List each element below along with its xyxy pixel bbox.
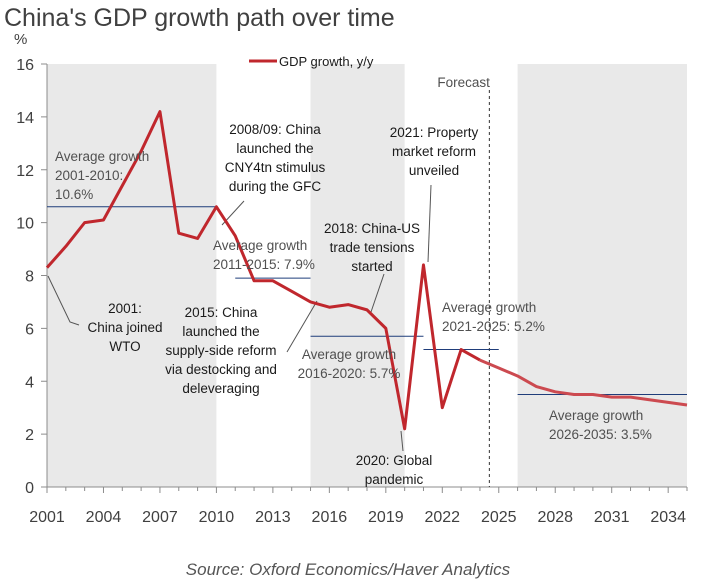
annotation-4: 2018: China-US trade tensions started [324, 221, 420, 274]
x-tick-label: 2025 [481, 509, 517, 526]
annotation-line: during the GFC [229, 179, 322, 194]
y-tick-label: 16 [16, 57, 34, 74]
annotation-line: launched the [182, 324, 259, 339]
x-tick-label: 2022 [424, 509, 460, 526]
annotation-line: pandemic [365, 472, 424, 487]
y-tick-label: 0 [25, 480, 34, 497]
annotation-line: Average growth [302, 347, 396, 362]
annotation-line: CNY4tn stimulus [225, 160, 326, 175]
annotation-line: 2018: China-US [324, 221, 420, 236]
annotation-2: 2008/09: China launched the CNY4tn stimulu… [225, 122, 326, 194]
source-note: Source: Oxford Economics/Haver Analytics [186, 560, 511, 579]
forecast-marker: Forecast [437, 75, 490, 487]
annotation-line: via destocking and [165, 362, 277, 377]
x-tick-label: 2028 [537, 509, 573, 526]
annotation-line: 2016-2020: 5.7% [298, 366, 401, 381]
annotation-line: 2011-2015: 7.9% [213, 257, 315, 272]
annotation-3: Average growth 2011-2015: 7.9% [213, 238, 315, 272]
x-tick-label: 2010 [199, 509, 235, 526]
annotation-line: Average growth [213, 238, 307, 253]
x-tick-label: 2034 [650, 509, 686, 526]
shaded-periods [47, 64, 687, 487]
series [45, 110, 688, 431]
x-tick-label: 2019 [368, 509, 404, 526]
annotation-line: 2026-2035: 3.5% [549, 427, 652, 442]
annotation-1: Average growth 2001-2010: 10.6% [55, 149, 149, 202]
x-tick-label: 2013 [255, 509, 291, 526]
annotation-line: market reform [392, 144, 476, 159]
annotation-line: 2001: [108, 301, 142, 316]
y-tick-label: 2 [25, 427, 34, 444]
annotation-line: supply-side reform [165, 343, 276, 358]
annotation-line: Average growth [442, 300, 536, 315]
annotation-line: launched the [236, 141, 313, 156]
x-tick-label: 2016 [312, 509, 348, 526]
y-tick-label: 6 [25, 321, 34, 338]
y-tick-label: 4 [25, 374, 34, 391]
y-tick-label: 12 [16, 163, 34, 180]
annotation-line: 2001-2010: [55, 168, 123, 183]
axes: 0 2 4 6 8 10 12 14 16 2001 2004 2007 2010 2013 2016 201… [16, 57, 688, 526]
annotation-line: Average growth [549, 408, 643, 423]
annotation-line: unveiled [409, 163, 459, 178]
annotation-5: 2021: Property market reform unveiled [390, 125, 479, 178]
shaded-period-1 [47, 64, 217, 487]
annotation-leader [47, 275, 80, 326]
annotation-line: 2021: Property [390, 125, 479, 140]
annotation-9: Average growth 2021-2025: 5.2% [442, 300, 545, 334]
annotation-line: 2008/09: China [229, 122, 321, 137]
y-tick-label: 8 [25, 269, 34, 286]
annotation-6: 2001: China joined WTO [87, 301, 162, 354]
y-tick-label: 10 [16, 216, 34, 233]
annotation-line: 10.6% [55, 187, 93, 202]
forecast-label: Forecast [437, 75, 490, 90]
legend: GDP growth, y/y [249, 54, 374, 69]
shaded-period-3 [517, 64, 687, 487]
x-tick-label: 2004 [86, 509, 122, 526]
annotation-8: Average growth 2016-2020: 5.7% [298, 347, 401, 381]
annotation-leader [286, 300, 318, 353]
x-tick-label: 2001 [29, 509, 65, 526]
legend-label: GDP growth, y/y [279, 54, 374, 69]
annotation-line: China joined [87, 320, 162, 335]
annotation-line: 2015: China [185, 305, 258, 320]
annotation-7: 2015: China launched the supply-side refor… [165, 305, 277, 396]
gdp-growth-line-forecast [479, 358, 688, 407]
annotation-leaders [47, 184, 432, 452]
annotation-line: started [351, 259, 392, 274]
annotation-11: 2020: Global pandemic [356, 453, 433, 487]
annotation-line: Average growth [55, 149, 149, 164]
annotation-leader [370, 273, 385, 313]
chart-title: China's GDP growth path over time [4, 4, 395, 32]
y-axis-unit: % [14, 31, 27, 48]
x-tick-label: 2031 [594, 509, 630, 526]
y-tick-label: 14 [16, 110, 34, 127]
annotation-leader [427, 184, 432, 263]
annotation-line: 2020: Global [356, 453, 433, 468]
gdp-growth-line-historical [45, 110, 481, 431]
annotation-line: WTO [109, 339, 140, 354]
x-tick-label: 2007 [142, 509, 178, 526]
shaded-period-2 [310, 64, 405, 487]
annotation-line: deleveraging [182, 381, 259, 396]
annotation-line: trade tensions [330, 240, 415, 255]
annotation-10: Average growth 2026-2035: 3.5% [549, 408, 652, 442]
annotations: Average growth 2001-2010: 10.6% 2008/09: Ch… [55, 122, 652, 487]
annotation-leader [400, 430, 404, 452]
annotation-line: 2021-2025: 5.2% [442, 319, 545, 334]
